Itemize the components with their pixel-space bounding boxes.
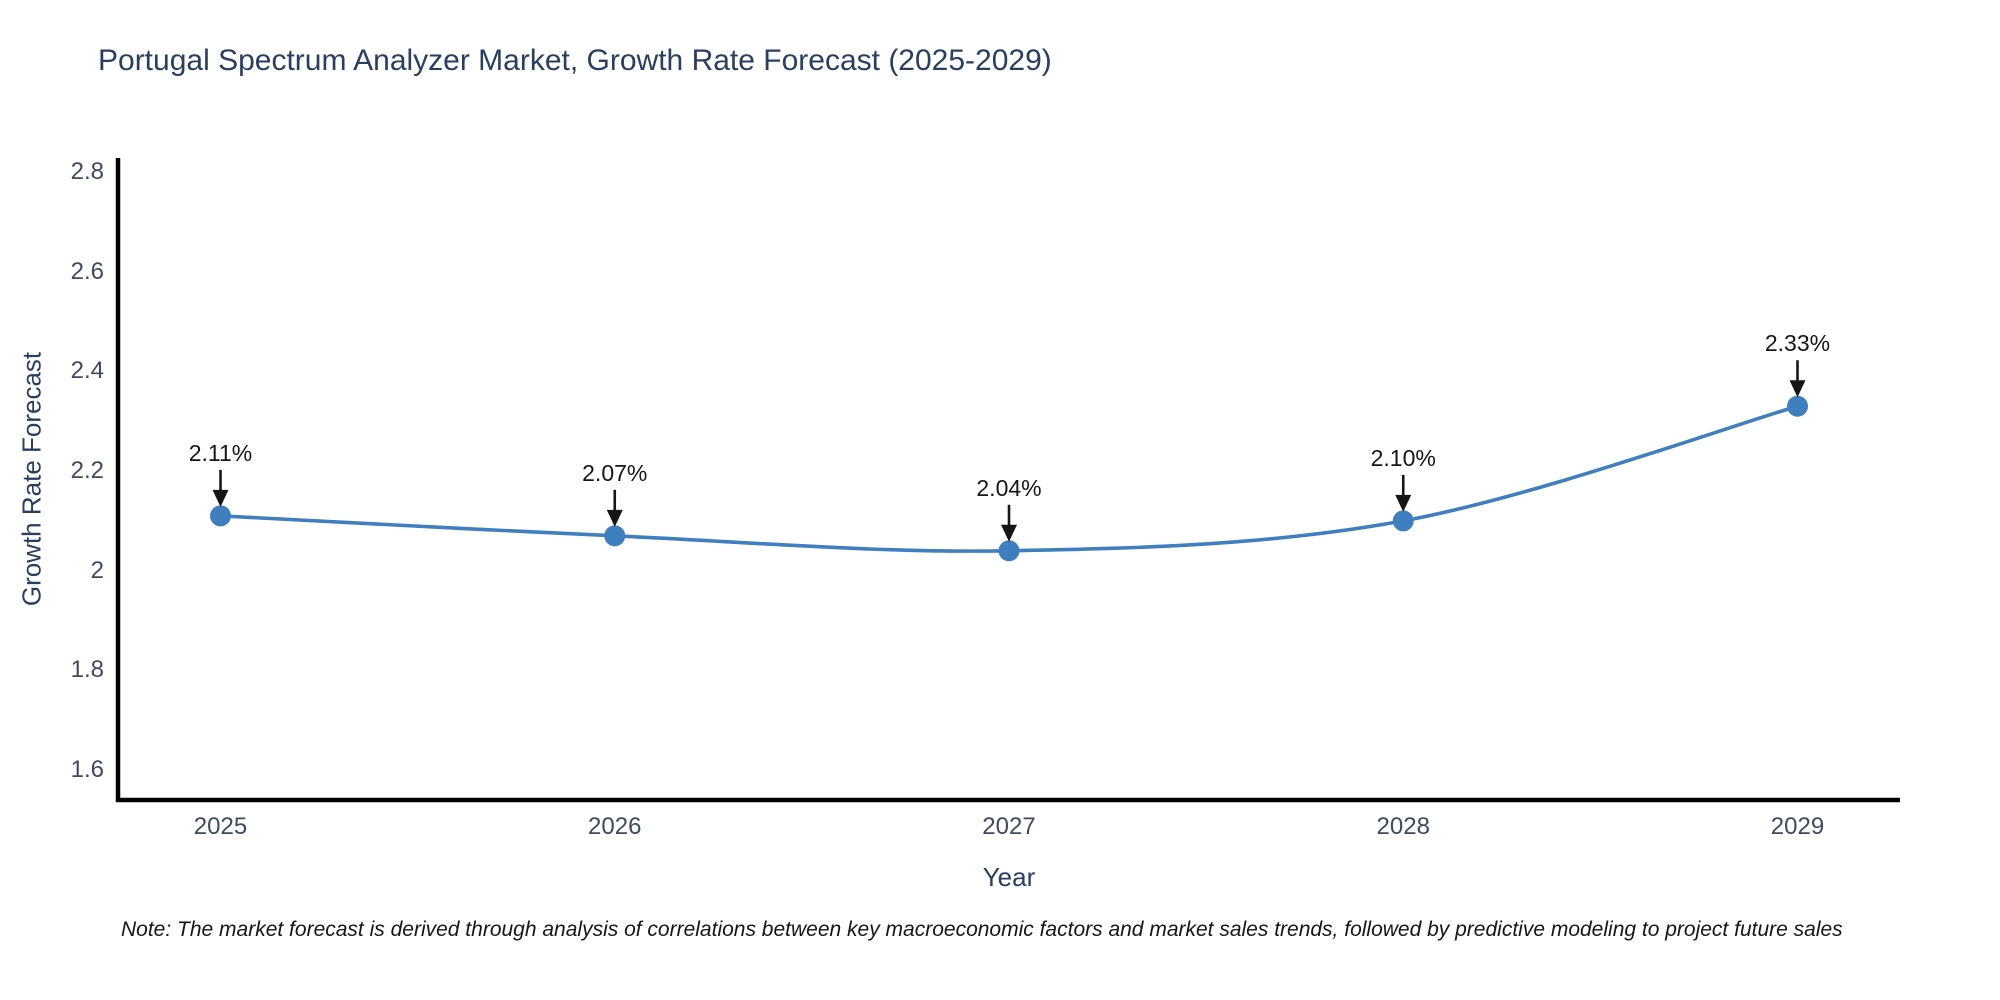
annotation-arrowhead-2029 (1789, 380, 1806, 398)
chart-title: Portugal Spectrum Analyzer Market, Growt… (98, 44, 1052, 77)
point-label-2025: 2.11% (188, 439, 253, 466)
axis-spines (115, 158, 1900, 803)
y-tick-label-2.6: 2.6 (70, 257, 104, 285)
point-label-2026: 2.07% (582, 459, 648, 486)
x-tick-label-2026: 2026 (588, 813, 642, 840)
x-tick-label-2028: 2028 (1376, 813, 1430, 840)
point-label-2027: 2.04% (976, 474, 1042, 501)
data-point-marker-2026[interactable] (604, 525, 626, 547)
annotation-arrowhead-2028 (1395, 494, 1412, 512)
annotation-arrowhead-2025 (212, 489, 229, 507)
data-point-marker-2025[interactable] (210, 505, 232, 527)
data-point-marker-2028[interactable] (1392, 510, 1414, 532)
y-tick-label-2.8: 2.8 (70, 157, 104, 185)
point-label-2029: 2.33% (1764, 330, 1831, 357)
y-tick-label-2.4: 2.4 (70, 357, 104, 385)
point-label-2028: 2.10% (1370, 444, 1436, 471)
y-tick-label-1.6: 1.6 (70, 756, 104, 784)
y-tick-label-2: 2 (90, 556, 104, 584)
data-point-marker-2029[interactable] (1786, 395, 1808, 417)
y-tick-label-2.2: 2.2 (70, 457, 104, 485)
footnote: Note: The market forecast is derived thr… (121, 918, 1843, 941)
y-tick-label-1.8: 1.8 (70, 656, 104, 684)
annotation-arrowhead-2026 (606, 509, 623, 527)
y-axis-title: Growth Rate Forecast (16, 351, 47, 607)
x-tick-label-2029: 2029 (1770, 813, 1825, 840)
x-tick-label-2027: 2027 (982, 813, 1036, 840)
x-tick-label-2025: 2025 (193, 813, 248, 840)
data-point-marker-2027[interactable] (998, 540, 1020, 562)
x-axis-title: Year (982, 862, 1036, 892)
annotation-arrowhead-2027 (1001, 524, 1017, 542)
